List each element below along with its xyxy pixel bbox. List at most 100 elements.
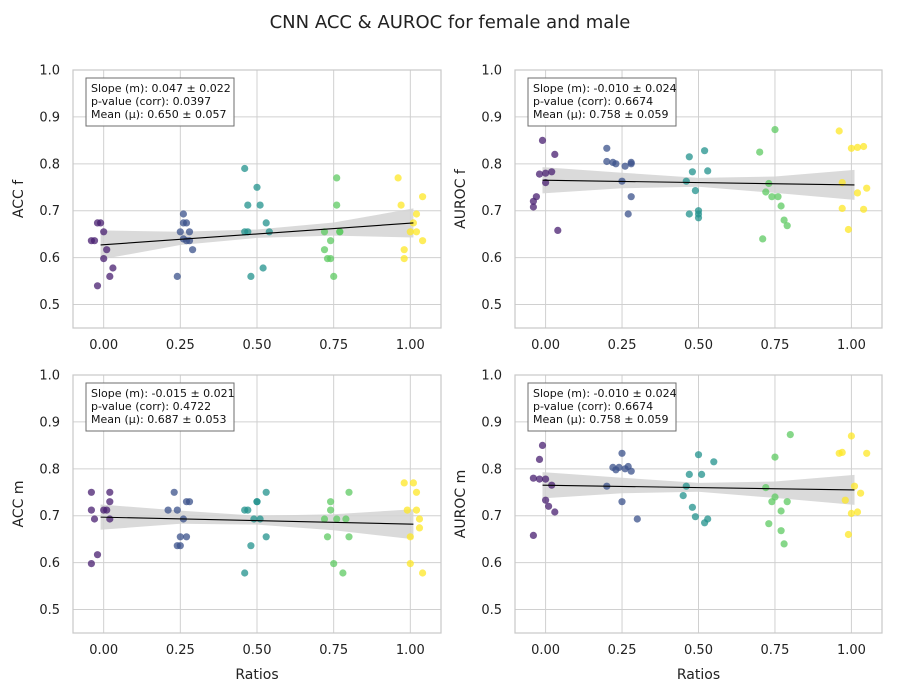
- data-point: [538, 441, 547, 449]
- data-point: [835, 127, 843, 135]
- y-tick-label: 1.0: [39, 64, 60, 79]
- data-point: [247, 542, 255, 550]
- data-point: [253, 498, 261, 506]
- data-point: [538, 136, 547, 144]
- x-tick-label: 0.50: [684, 338, 713, 353]
- stats-box-frame: [527, 382, 677, 432]
- x-axis-label: Ratios: [235, 667, 278, 683]
- data-point: [780, 540, 788, 548]
- data-point: [100, 228, 108, 236]
- data-point: [330, 560, 338, 568]
- subplot-3: 0.00 0.25 0.50 0.75 1.00 0.5 0.6 0.7 0.8 0.9 1.0 AC…: [11, 369, 442, 683]
- data-point: [244, 201, 252, 209]
- data-point: [256, 201, 264, 209]
- data-point: [176, 542, 184, 550]
- y-tick-label: 0.5: [481, 298, 502, 313]
- data-point: [265, 228, 273, 236]
- x-tick-label: 0.75: [319, 338, 348, 353]
- data-point: [618, 449, 626, 457]
- data-point: [624, 210, 632, 218]
- data-point: [106, 488, 114, 496]
- x-tick-label: 1.00: [837, 338, 866, 353]
- subplot-2: 0.00 0.25 0.50 0.75 1.00 0.5 0.6 0.7 0.8 0.9 1.0 AU…: [453, 64, 883, 353]
- data-point: [847, 509, 856, 517]
- data-point: [838, 448, 846, 456]
- x-tick-label: 0.00: [531, 643, 560, 658]
- scatter-points: [529, 431, 871, 548]
- data-point: [627, 193, 635, 201]
- data-point: [327, 498, 335, 506]
- y-tick-label: 0.9: [39, 110, 60, 125]
- data-point: [704, 515, 712, 523]
- data-point: [844, 530, 853, 539]
- data-point: [691, 187, 700, 195]
- data-point: [400, 479, 408, 487]
- data-point: [327, 237, 335, 245]
- data-point: [176, 533, 184, 541]
- x-tick-label: 0.25: [166, 643, 195, 658]
- data-point: [554, 226, 562, 234]
- y-tick-label: 0.5: [481, 603, 502, 618]
- data-point: [189, 246, 197, 254]
- stats-line: Mean (μ): 0.687 ± 0.053: [91, 413, 226, 426]
- data-point: [87, 488, 95, 496]
- data-point: [320, 228, 329, 236]
- data-point: [259, 264, 267, 272]
- data-point: [786, 431, 794, 439]
- data-point: [542, 475, 550, 483]
- regression-line: [542, 179, 855, 186]
- data-point: [545, 502, 553, 510]
- data-point: [253, 183, 261, 191]
- data-point: [682, 177, 690, 185]
- data-point: [330, 272, 338, 280]
- data-point: [406, 560, 414, 568]
- data-point: [415, 524, 424, 532]
- y-tick-label: 0.9: [39, 415, 60, 430]
- data-point: [173, 506, 181, 514]
- data-point: [863, 449, 871, 457]
- scatter-points: [87, 479, 427, 577]
- data-point: [173, 272, 181, 280]
- data-point: [679, 492, 687, 500]
- x-tick-label: 0.75: [760, 643, 789, 658]
- y-axis-label: AUROC f: [453, 168, 469, 229]
- x-tick-label: 0.00: [89, 338, 118, 353]
- y-axis-label: ACC f: [11, 179, 27, 218]
- subplot-4: 0.00 0.25 0.50 0.75 1.00 0.5 0.6 0.7 0.8 0.9 1.0 AU…: [453, 369, 883, 683]
- data-point: [90, 515, 99, 523]
- data-point: [535, 170, 544, 178]
- data-point: [603, 144, 611, 152]
- data-point: [535, 455, 544, 463]
- data-point: [320, 515, 329, 523]
- data-point: [103, 246, 111, 254]
- data-point: [847, 144, 856, 152]
- data-point: [97, 219, 105, 227]
- data-point: [262, 219, 270, 227]
- data-point: [618, 498, 626, 506]
- y-tick-label: 0.5: [39, 603, 60, 618]
- data-point: [419, 193, 427, 201]
- data-point: [339, 569, 347, 577]
- y-tick-label: 0.6: [39, 251, 60, 266]
- data-point: [682, 482, 690, 490]
- y-tick-label: 0.9: [481, 415, 502, 430]
- data-point: [688, 168, 697, 176]
- data-point: [250, 515, 258, 523]
- data-point: [176, 228, 184, 236]
- data-point: [336, 228, 344, 236]
- data-point: [621, 162, 629, 170]
- x-tick-label: 0.00: [531, 338, 560, 353]
- data-point: [844, 225, 853, 234]
- data-point: [262, 488, 270, 496]
- data-point: [627, 160, 635, 168]
- data-point: [406, 228, 414, 236]
- data-point: [777, 202, 785, 210]
- data-point: [406, 533, 414, 541]
- data-point: [847, 432, 856, 440]
- data-point: [765, 520, 773, 528]
- data-point: [688, 503, 697, 511]
- data-point: [698, 470, 706, 478]
